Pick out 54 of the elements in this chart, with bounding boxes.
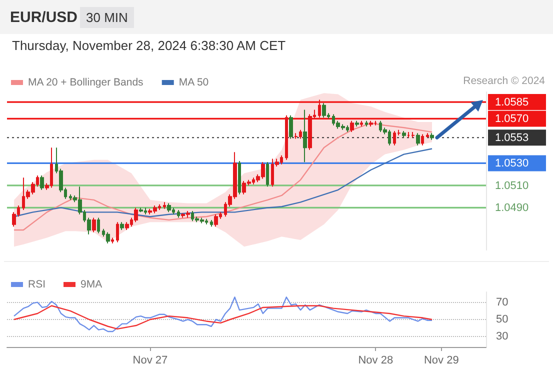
legend-label: RSI — [28, 278, 46, 290]
candlestick — [294, 132, 298, 140]
candlestick — [210, 219, 213, 228]
candlestick — [92, 217, 96, 233]
legend-label: 9MA — [80, 278, 102, 290]
candlestick — [426, 132, 429, 138]
candlestick — [139, 207, 143, 213]
legend-label: MA 50 — [178, 76, 209, 88]
y-tick-label: 1.0490 — [495, 202, 529, 214]
candlestick — [40, 174, 44, 190]
candlestick — [134, 207, 138, 223]
candlestick — [407, 132, 410, 138]
candlestick — [106, 232, 110, 244]
candlestick — [238, 160, 241, 195]
x-tick-label: Nov 29 — [424, 354, 459, 366]
candlestick — [214, 214, 218, 228]
candlestick — [421, 134, 424, 146]
y-tick-label: 1.0585 — [495, 96, 529, 109]
candlestick — [97, 217, 100, 234]
candlestick — [167, 202, 171, 213]
candlestick — [163, 202, 166, 210]
candlestick — [322, 102, 326, 118]
y-tick-label: 1.0553 — [495, 132, 529, 144]
candlestick — [289, 114, 293, 140]
candlestick — [365, 120, 368, 127]
candlestick — [411, 132, 415, 138]
chart-subtitle: Thursday, November 28, 2024 6:38:30 AM CET — [12, 38, 286, 53]
line-series — [13, 122, 433, 231]
text: Research © 2024 — [463, 75, 545, 87]
y-tick-label: 50 — [496, 314, 508, 326]
candlestick — [430, 132, 434, 140]
chart-title: EUR/USD — [10, 9, 78, 26]
line-series — [13, 296, 433, 332]
x-tick-label: Nov 28 — [358, 354, 394, 366]
y-tick-label: 1.0570 — [495, 113, 529, 126]
y-tick-label: 1.0530 — [495, 158, 529, 170]
candlestick — [266, 162, 269, 188]
y-tick-label: 1.0510 — [495, 180, 529, 192]
line-series — [13, 148, 433, 218]
candlestick — [416, 132, 420, 146]
y-tick-label: 70 — [496, 296, 508, 308]
candlestick — [125, 222, 129, 230]
x-tick-label: Nov 27 — [132, 354, 168, 366]
candlestick — [120, 222, 124, 230]
candlestick — [116, 222, 119, 243]
candlestick — [402, 130, 406, 138]
y-tick-label: 30 — [496, 330, 508, 343]
candlestick — [355, 120, 359, 127]
line-series — [13, 305, 433, 330]
candlestick — [303, 109, 307, 163]
legend-label: MA 20 + Bollinger Bands — [28, 76, 144, 88]
text: 30 MIN — [80, 7, 134, 28]
candlestick — [111, 237, 114, 244]
candlestick — [177, 209, 180, 218]
